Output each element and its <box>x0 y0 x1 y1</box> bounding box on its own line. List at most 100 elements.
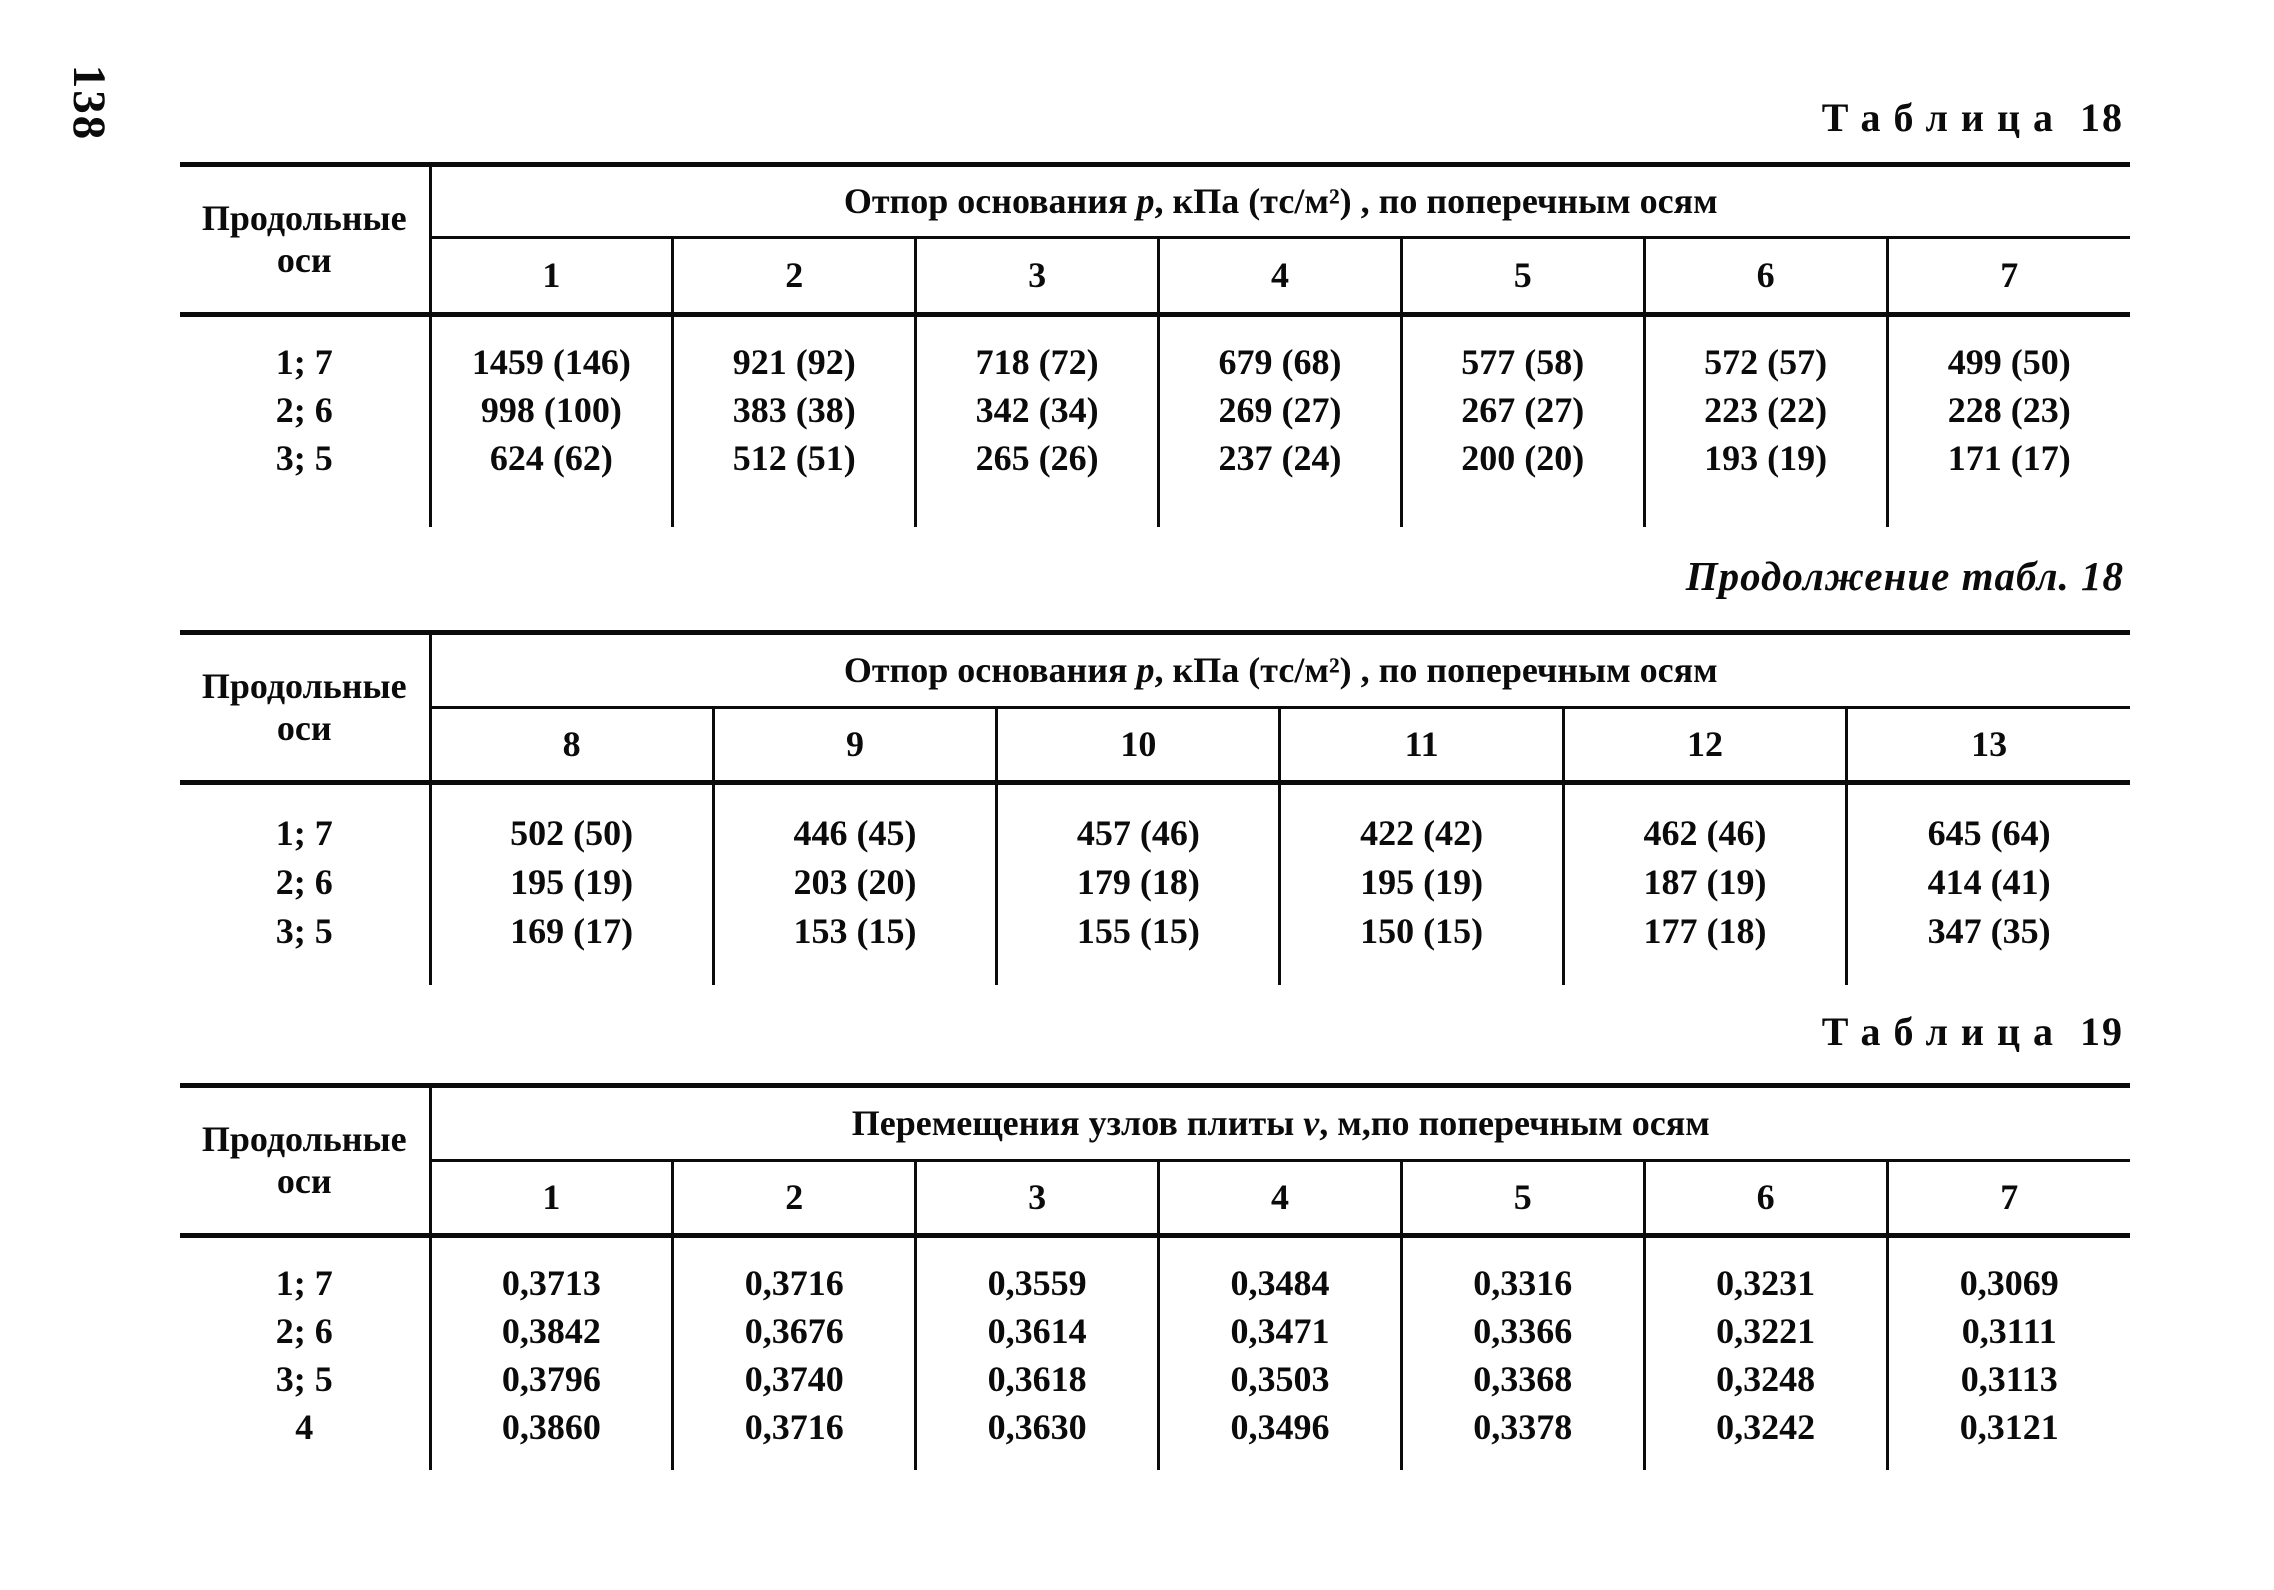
table18-caption: Таблица 18 <box>1822 94 2124 141</box>
data-cell: 0,3496 <box>1158 1403 1403 1452</box>
row-label: 2; 6 <box>180 858 432 908</box>
row-label: 2; 6 <box>180 1307 432 1356</box>
caption-word: Таблица <box>1821 1009 2066 1054</box>
row-label: 1; 7 <box>180 809 432 859</box>
row-label: 3; 5 <box>180 1355 432 1404</box>
table-row: 4 0,3860 0,3716 0,3630 0,3496 0,3378 0,3… <box>180 1403 2130 1452</box>
data-cell: 228 (23) <box>1947 389 2071 430</box>
span-header-cell: Отпор основания p, кПа (тс/м²) , по попе… <box>430 164 2130 239</box>
data-cell: 0,3860 <box>430 1403 675 1452</box>
data-cell: 237 (24) <box>1158 434 1403 483</box>
data-cell: 179 (18) <box>996 858 1282 908</box>
data-cell: 342 (34) <box>915 386 1161 435</box>
caption-number: 18 <box>2080 95 2124 140</box>
column-header: 4 <box>1158 1160 1403 1238</box>
data-cell: 0,3378 <box>1401 1403 1646 1452</box>
spacer-row <box>180 482 2130 527</box>
data-cell: 0,3111 <box>1961 1310 2057 1351</box>
data-cell: 269 (27) <box>1158 386 1403 435</box>
data-cell: 193 (19) <box>1644 434 1889 483</box>
axes-header-cell: Продольные оси <box>180 1085 432 1238</box>
column-header: 1 <box>430 237 675 317</box>
table-18-part1: Продольные оси Отпор основания p, кПа (т… <box>180 162 2130 527</box>
column-header: 2 <box>672 1160 918 1238</box>
row-label: 2; 6 <box>180 386 432 435</box>
data-cell: 502 (50) <box>430 809 715 859</box>
table-row: 1; 7 502 (50) 446 (45) 457 (46) 422 (42)… <box>180 809 2130 859</box>
row-label: 3; 5 <box>180 907 432 957</box>
data-cell: 0,3484 <box>1158 1259 1403 1308</box>
data-cell: 0,3069 <box>1959 1262 2059 1303</box>
data-cell: 267 (27) <box>1401 386 1646 435</box>
spacer-row <box>180 1235 2130 1260</box>
data-cell: 150 (15) <box>1279 907 1565 957</box>
data-cell: 499 (50) <box>1947 341 2071 382</box>
table-row: 2; 6 195 (19) 203 (20) 179 (18) 195 (19)… <box>180 858 2130 908</box>
table19-caption: Таблица 19 <box>1822 1008 2124 1055</box>
data-cell: 0,3630 <box>915 1403 1161 1452</box>
spacer-row <box>180 956 2130 985</box>
row-label: 1; 7 <box>180 338 432 387</box>
data-cell: 0,3316 <box>1401 1259 1646 1308</box>
column-header: 5 <box>1401 1160 1646 1238</box>
data-cell: 572 (57) <box>1644 338 1889 387</box>
header-symbol-p: p <box>1136 649 1155 690</box>
table-19: Продольные оси Перемещения узлов плиты v… <box>180 1083 2130 1470</box>
data-cell: 203 (20) <box>713 858 999 908</box>
row-label: 4 <box>180 1403 432 1452</box>
table-row: 3; 5 624 (62) 512 (51) 265 (26) 237 (24)… <box>180 434 2130 483</box>
column-header: 10 <box>996 707 1282 785</box>
data-cell: 462 (46) <box>1563 809 1849 859</box>
caption-word: Таблица <box>1821 95 2066 140</box>
span-header-cell: Отпор основания p, кПа (тс/м²) , по попе… <box>430 632 2130 709</box>
column-header: 2 <box>672 237 918 317</box>
row-label: 3; 5 <box>180 434 432 483</box>
spacer-row <box>180 314 2130 339</box>
data-cell: 200 (20) <box>1401 434 1646 483</box>
data-cell: 0,3121 <box>1959 1406 2059 1447</box>
span-header-cell: Перемещения узлов плиты v, м,по поперечн… <box>430 1085 2130 1162</box>
data-cell: 177 (18) <box>1563 907 1849 957</box>
spacer-row <box>180 782 2130 810</box>
column-header: 3 <box>915 1160 1161 1238</box>
data-cell: 0,3716 <box>672 1259 918 1308</box>
data-cell: 171 (17) <box>1947 437 2071 478</box>
data-cell: 155 (15) <box>996 907 1282 957</box>
table-row: 3; 5 169 (17) 153 (15) 155 (15) 150 (15)… <box>180 907 2130 957</box>
data-cell: 679 (68) <box>1158 338 1403 387</box>
column-header: 5 <box>1401 237 1646 317</box>
column-header: 3 <box>915 237 1161 317</box>
data-cell: 0,3368 <box>1401 1355 1646 1404</box>
data-cell: 0,3559 <box>915 1259 1161 1308</box>
data-cell: 624 (62) <box>430 434 675 483</box>
data-cell: 0,3842 <box>430 1307 675 1356</box>
spacer-row <box>180 1451 2130 1470</box>
caption-number: 19 <box>2080 1009 2124 1054</box>
data-cell: 512 (51) <box>672 434 918 483</box>
data-cell: 446 (45) <box>713 809 999 859</box>
table-row: 1; 7 0,3713 0,3716 0,3559 0,3484 0,3316 … <box>180 1259 2130 1308</box>
data-cell: 0,3366 <box>1401 1307 1646 1356</box>
data-cell: 383 (38) <box>672 386 918 435</box>
data-cell: 195 (19) <box>1279 858 1565 908</box>
data-cell: 0,3618 <box>915 1355 1161 1404</box>
data-cell: 0,3716 <box>672 1403 918 1452</box>
column-header: 12 <box>1563 707 1849 785</box>
header-suffix: , м,по поперечным осям <box>1319 1102 1710 1143</box>
data-cell: 0,3796 <box>430 1355 675 1404</box>
data-cell: 0,3113 <box>1960 1358 2058 1399</box>
axes-header-cell: Продольные оси <box>180 632 432 785</box>
data-cell: 187 (19) <box>1563 858 1849 908</box>
data-cell: 0,3713 <box>430 1259 675 1308</box>
data-cell: 265 (26) <box>915 434 1161 483</box>
data-cell: 645 (64) <box>1927 813 2051 854</box>
data-cell: 718 (72) <box>915 338 1161 387</box>
data-cell: 195 (19) <box>430 858 715 908</box>
data-cell: 0,3248 <box>1644 1355 1889 1404</box>
data-cell: 0,3471 <box>1158 1307 1403 1356</box>
column-header: 6 <box>1644 237 1889 317</box>
data-cell: 0,3242 <box>1644 1403 1889 1452</box>
data-cell: 0,3676 <box>672 1307 918 1356</box>
table-18-part2: Продольные оси Отпор основания p, кПа (т… <box>180 630 2130 985</box>
